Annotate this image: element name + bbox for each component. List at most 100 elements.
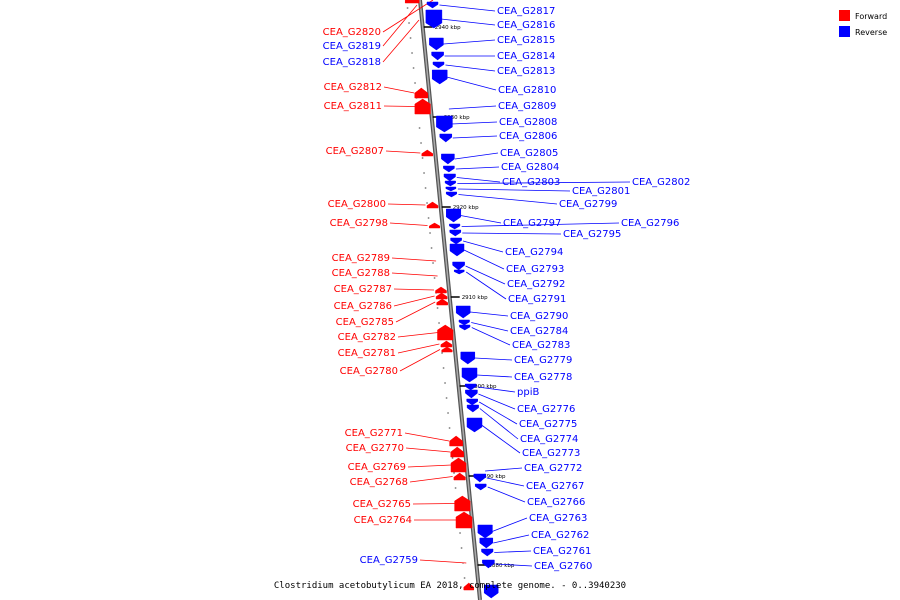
gene-label[interactable]: CEA_G2806 bbox=[499, 131, 557, 142]
gene-label[interactable]: CEA_G2779 bbox=[514, 355, 572, 366]
gene-label[interactable]: CEA_G2808 bbox=[499, 117, 557, 128]
gene-label[interactable]: CEA_G2778 bbox=[514, 372, 572, 383]
gene-label[interactable]: CEA_G2788 bbox=[332, 268, 390, 279]
gene-arrow[interactable] bbox=[441, 346, 453, 353]
gene-arrow[interactable] bbox=[455, 305, 471, 319]
gene-arrow[interactable] bbox=[458, 319, 470, 326]
gene-label[interactable]: CEA_G2783 bbox=[512, 340, 570, 351]
gene-label[interactable]: CEA_G2764 bbox=[354, 515, 412, 526]
gene-arrow[interactable] bbox=[443, 173, 456, 182]
gene-arrow[interactable] bbox=[439, 133, 453, 143]
gene-arrow[interactable] bbox=[466, 404, 479, 413]
gene-arrow[interactable] bbox=[426, 1, 439, 9]
gene-label[interactable]: CEA_G2811 bbox=[324, 101, 382, 112]
gene-label[interactable]: CEA_G2780 bbox=[340, 366, 398, 377]
gene-arrow[interactable] bbox=[436, 115, 453, 133]
gene-label[interactable]: CEA_G2809 bbox=[498, 101, 556, 112]
gene-arrow[interactable] bbox=[437, 324, 454, 341]
gene-label[interactable]: CEA_G2813 bbox=[497, 66, 555, 77]
gene-label[interactable]: CEA_G2812 bbox=[324, 82, 382, 93]
gene-label[interactable]: CEA_G2805 bbox=[500, 148, 558, 159]
gene-arrow[interactable] bbox=[450, 457, 467, 473]
gene-arrow[interactable] bbox=[483, 584, 499, 599]
gene-arrow[interactable] bbox=[446, 208, 462, 223]
gene-arrow[interactable] bbox=[431, 51, 444, 61]
gene-arrow[interactable] bbox=[466, 417, 483, 433]
gene-label[interactable]: CEA_G2771 bbox=[345, 428, 403, 439]
gene-label[interactable]: CEA_G2807 bbox=[326, 146, 384, 157]
gene-arrow[interactable] bbox=[449, 229, 462, 237]
gene-label[interactable]: CEA_G2775 bbox=[519, 419, 577, 430]
gene-arrow[interactable] bbox=[474, 483, 487, 491]
gene-arrow[interactable] bbox=[466, 398, 478, 406]
gene-label[interactable]: CEA_G2767 bbox=[526, 481, 584, 492]
gene-label[interactable]: CEA_G2759 bbox=[360, 555, 418, 566]
gene-arrow[interactable] bbox=[404, 0, 420, 4]
gene-arrow[interactable] bbox=[414, 98, 431, 115]
gene-arrow[interactable] bbox=[481, 548, 494, 557]
gene-arrow[interactable] bbox=[429, 222, 441, 229]
gene-label[interactable]: CEA_G2768 bbox=[350, 477, 408, 488]
gene-label[interactable]: CEA_G2766 bbox=[527, 497, 585, 508]
gene-arrow[interactable] bbox=[449, 243, 465, 257]
gene-label[interactable]: CEA_G2784 bbox=[510, 326, 568, 337]
gene-label[interactable]: CEA_G2796 bbox=[621, 218, 679, 229]
gene-label[interactable]: CEA_G2782 bbox=[338, 332, 396, 343]
gene-arrow[interactable] bbox=[459, 324, 471, 331]
gene-label[interactable]: CEA_G2798 bbox=[330, 218, 388, 229]
gene-label[interactable]: CEA_G2792 bbox=[507, 279, 565, 290]
gene-arrow[interactable] bbox=[464, 383, 477, 391]
gene-label[interactable]: CEA_G2762 bbox=[531, 530, 589, 541]
gene-arrow[interactable] bbox=[425, 9, 443, 29]
gene-label[interactable]: CEA_G2772 bbox=[524, 463, 582, 474]
gene-label[interactable]: CEA_G2763 bbox=[529, 513, 587, 524]
gene-arrow[interactable] bbox=[461, 367, 478, 383]
gene-arrow[interactable] bbox=[477, 524, 493, 539]
gene-arrow[interactable] bbox=[463, 582, 475, 591]
gene-label[interactable]: CEA_G2773 bbox=[522, 448, 580, 459]
gene-label[interactable]: CEA_G2761 bbox=[533, 546, 591, 557]
gene-label[interactable]: CEA_G2800 bbox=[328, 199, 386, 210]
gene-arrow[interactable] bbox=[450, 446, 464, 458]
gene-arrow[interactable] bbox=[465, 389, 478, 399]
gene-arrow[interactable] bbox=[453, 269, 465, 275]
gene-label[interactable]: CEA_G2791 bbox=[508, 294, 566, 305]
gene-arrow[interactable] bbox=[435, 292, 448, 300]
gene-arrow[interactable] bbox=[436, 298, 448, 306]
gene-label[interactable]: CEA_G2804 bbox=[501, 162, 559, 173]
gene-label[interactable]: ppiB bbox=[517, 387, 539, 398]
gene-arrow[interactable] bbox=[441, 153, 455, 165]
gene-arrow[interactable] bbox=[429, 37, 444, 51]
gene-arrow[interactable] bbox=[452, 261, 465, 271]
gene-label[interactable]: CEA_G2794 bbox=[505, 247, 563, 258]
gene-arrow[interactable] bbox=[450, 237, 462, 245]
gene-arrow[interactable] bbox=[473, 473, 487, 483]
gene-arrow[interactable] bbox=[426, 201, 439, 209]
gene-arrow[interactable] bbox=[449, 435, 463, 447]
gene-label[interactable]: CEA_G2818 bbox=[323, 57, 381, 68]
gene-label[interactable]: CEA_G2769 bbox=[348, 462, 406, 473]
gene-arrow[interactable] bbox=[432, 61, 445, 69]
gene-label[interactable]: CEA_G2770 bbox=[346, 443, 404, 454]
gene-label[interactable]: CEA_G2765 bbox=[353, 499, 411, 510]
gene-arrow[interactable] bbox=[482, 559, 495, 569]
gene-arrow[interactable] bbox=[479, 537, 494, 549]
gene-label[interactable]: CEA_G2815 bbox=[497, 35, 555, 46]
gene-arrow[interactable] bbox=[455, 511, 473, 529]
gene-label[interactable]: CEA_G2803 bbox=[502, 177, 560, 188]
gene-arrow[interactable] bbox=[445, 186, 457, 192]
gene-arrow[interactable] bbox=[460, 351, 476, 365]
gene-label[interactable]: CEA_G2774 bbox=[520, 434, 578, 445]
gene-label[interactable]: CEA_G2820 bbox=[323, 27, 381, 38]
gene-label[interactable]: CEA_G2797 bbox=[503, 218, 561, 229]
gene-label[interactable]: CEA_G2793 bbox=[506, 264, 564, 275]
gene-arrow[interactable] bbox=[440, 340, 453, 348]
gene-label[interactable]: CEA_G2790 bbox=[510, 311, 568, 322]
gene-label[interactable]: CEA_G2816 bbox=[497, 20, 555, 31]
gene-arrow[interactable] bbox=[453, 472, 466, 481]
gene-label[interactable]: CEA_G2801 bbox=[572, 186, 630, 197]
gene-arrow[interactable] bbox=[435, 286, 447, 294]
gene-arrow[interactable] bbox=[445, 191, 457, 198]
gene-arrow[interactable] bbox=[444, 180, 456, 187]
gene-label[interactable]: CEA_G2786 bbox=[334, 301, 392, 312]
